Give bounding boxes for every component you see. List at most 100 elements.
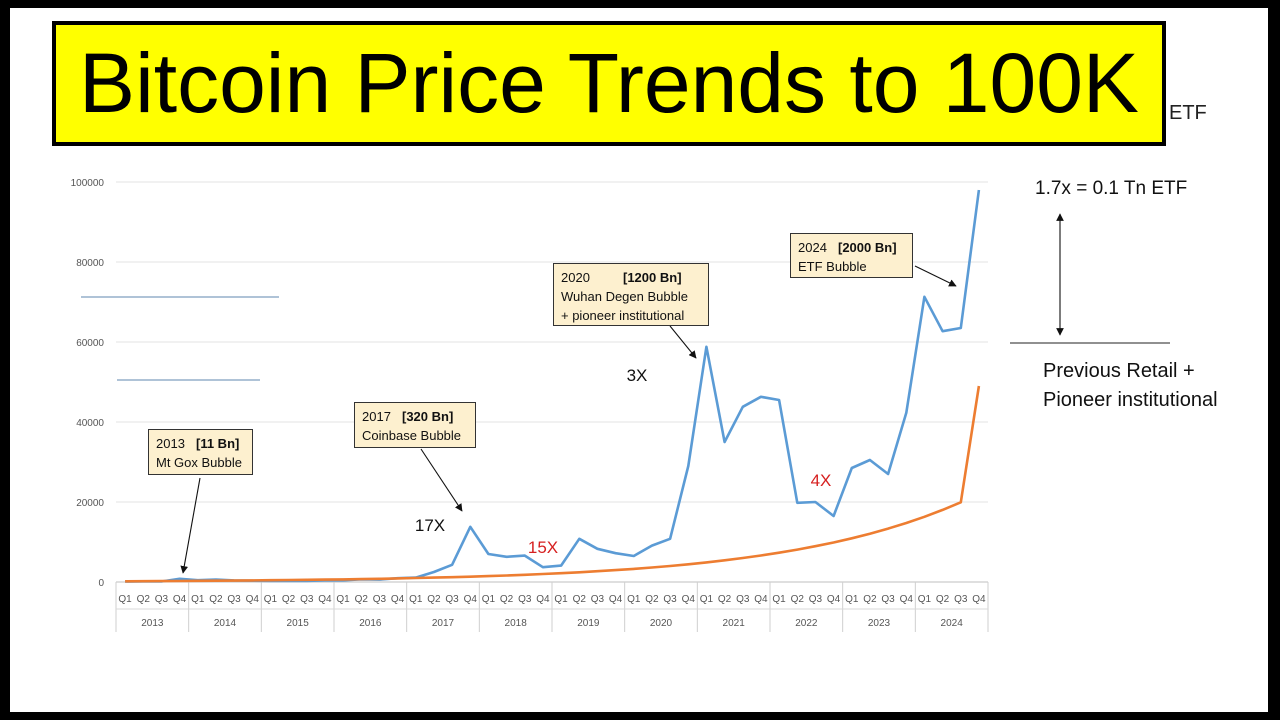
annotation-label: Wuhan Degen Bubble [561, 289, 688, 304]
x-tick-label: Q3 [954, 594, 968, 605]
cut-off-text: ETF [1169, 102, 1207, 124]
x-tick-label: Q2 [427, 594, 441, 605]
annotation-year: 2013 [156, 436, 185, 451]
x-tick-label: Q3 [445, 594, 459, 605]
x-tick-label: Q3 [736, 594, 750, 605]
y-tick-label: 100000 [71, 178, 105, 189]
x-tick-label: Q1 [554, 594, 568, 605]
y-axis: 0 20000 40000 60000 80000 100000 [71, 178, 105, 589]
x-tick-label: Q4 [682, 594, 696, 605]
x-tick-label: Q4 [246, 594, 260, 605]
annotation-year: 2024 [798, 240, 827, 255]
year-label: 2013 [141, 618, 164, 629]
x-tick-label: Q3 [881, 594, 895, 605]
x-tick-label: Q1 [700, 594, 714, 605]
year-label: 2020 [650, 618, 673, 629]
x-tick-label: Q3 [809, 594, 823, 605]
y-tick-label: 80000 [76, 258, 104, 269]
x-tick-label: Q3 [373, 594, 387, 605]
series-line-2 [125, 385, 981, 583]
year-label: 2017 [432, 618, 455, 629]
annotation-arrow [914, 265, 957, 287]
x-tick-label: Q2 [355, 594, 369, 605]
annotation-arrows [180, 213, 1064, 574]
x-tick-label: Q2 [209, 594, 223, 605]
x-tick-label: Q4 [754, 594, 768, 605]
x-tick-label: Q2 [500, 594, 514, 605]
x-tick-label: Q4 [536, 594, 550, 605]
multiplier-label: 15X [528, 538, 558, 557]
x-tick-label: Q3 [663, 594, 677, 605]
year-label: 2019 [577, 618, 600, 629]
x-tick-label: Q2 [645, 594, 659, 605]
slide-canvas: 0 20000 40000 60000 80000 100000 Q1 Q2 Q3 Q4 Q1 Q2… [10, 8, 1268, 712]
previous-level-note: Previous Retail + Pioneer institutional [1043, 357, 1218, 415]
x-tick-label: Q1 [482, 594, 496, 605]
x-tick-label: Q1 [409, 594, 423, 605]
annotation-2017: 2017 [320 Bn] Coinbase Bubble [354, 402, 476, 448]
y-tick-label: 60000 [76, 338, 104, 349]
x-tick-label: Q1 [336, 594, 350, 605]
x-tick-label: Q4 [900, 594, 914, 605]
x-tick-label: Q1 [845, 594, 859, 605]
x-tick-label: Q2 [137, 594, 151, 605]
x-tick-label: Q2 [863, 594, 877, 605]
x-tick-label: Q4 [391, 594, 405, 605]
y-tick-label: 40000 [76, 418, 104, 429]
previous-note-line2: Pioneer institutional [1043, 389, 1218, 411]
title-banner: Bitcoin Price Trends to 100K [52, 21, 1166, 146]
decorative-lines [81, 296, 1170, 381]
x-tick-label: Q4 [827, 594, 841, 605]
x-tick-label: Q3 [300, 594, 314, 605]
year-label: 2014 [214, 618, 237, 629]
year-label: 2016 [359, 618, 382, 629]
x-tick-label: Q1 [264, 594, 278, 605]
year-label: 2024 [941, 618, 964, 629]
x-tick-label: Q1 [772, 594, 786, 605]
multiplier-label: 4X [811, 471, 832, 490]
multiplier-label: 17X [415, 516, 445, 535]
x-tick-label: Q4 [464, 594, 478, 605]
x-tick-label: Q3 [227, 594, 241, 605]
y-tick-label: 20000 [76, 498, 104, 509]
annotation-cap: [11 Bn] [196, 436, 240, 451]
etf-ratio-note: 1.7x = 0.1 Tn ETF [1035, 178, 1188, 199]
annotation-arrow [420, 448, 463, 512]
x-tick-label: Q3 [591, 594, 605, 605]
year-label: 2022 [795, 618, 818, 629]
x-tick-label: Q4 [972, 594, 986, 605]
x-tick-label: Q1 [118, 594, 132, 605]
annotation-label: Coinbase Bubble [362, 428, 462, 443]
x-axis: Q1 Q2 Q3 Q4 Q1 Q2 Q3 Q4 Q1 Q2 Q3 Q4 Q1 Q2 Q3 Q4 Q1 Q2 Q3 Q4… [115, 582, 989, 632]
annotation-cap: [2000 Bn] [838, 240, 897, 255]
year-label: 2015 [287, 618, 310, 629]
year-label: 2023 [868, 618, 891, 629]
x-tick-label: Q2 [282, 594, 296, 605]
annotation-label-2: + pioneer institutional [561, 308, 685, 323]
annotation-2024: 2024 [2000 Bn] ETF Bubble [790, 233, 913, 278]
x-tick-label: Q4 [173, 594, 187, 605]
x-tick-label: Q2 [573, 594, 587, 605]
annotation-2013: 2013 [11 Bn] Mt Gox Bubble [148, 429, 253, 475]
annotation-arrow [669, 325, 697, 359]
previous-note-line1: Previous Retail + [1043, 360, 1195, 382]
annotation-cap: [320 Bn] [402, 409, 454, 424]
chart-series [125, 189, 981, 583]
x-tick-label: Q3 [518, 594, 532, 605]
x-tick-label: Q2 [936, 594, 950, 605]
x-tick-label: Q1 [918, 594, 932, 605]
year-label: 2021 [723, 618, 746, 629]
annotation-label: ETF Bubble [798, 259, 867, 274]
annotation-label: Mt Gox Bubble [156, 455, 242, 470]
price-chart: 0 20000 40000 60000 80000 100000 Q1 Q2 Q3 Q4 Q1 Q2… [71, 178, 1170, 632]
annotation-2020: 2020 [1200 Bn] Wuhan Degen Bubble + pione… [553, 263, 709, 326]
multiplier-labels: 17X 15X 3X 4X [415, 366, 832, 557]
x-tick-label: Q4 [318, 594, 332, 605]
x-tick-label: Q3 [155, 594, 169, 605]
annotation-cap: [1200 Bn] [623, 270, 682, 285]
annotation-year: 2017 [362, 409, 391, 424]
x-tick-label: Q1 [627, 594, 641, 605]
x-tick-label: Q2 [791, 594, 805, 605]
x-tick-label: Q1 [191, 594, 205, 605]
year-label: 2018 [505, 618, 528, 629]
